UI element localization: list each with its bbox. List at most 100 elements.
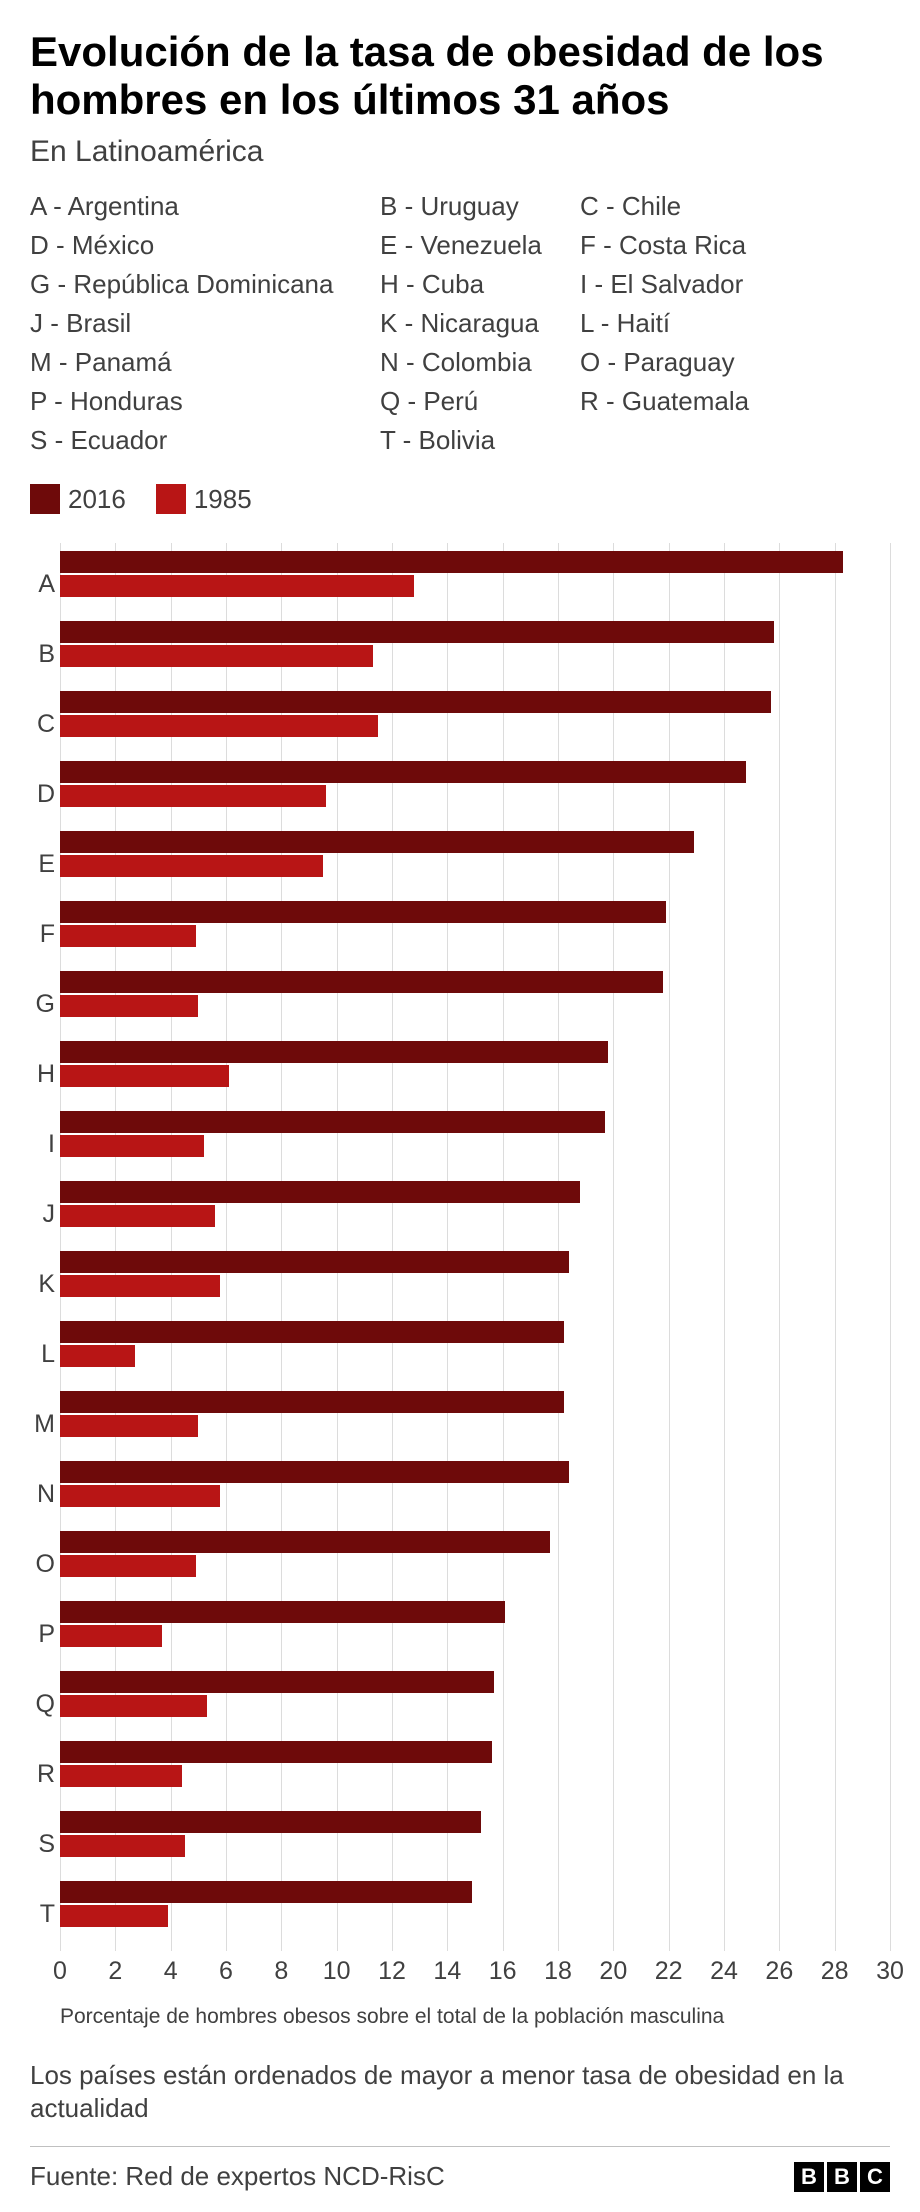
legend-item: M - Panamá — [30, 347, 380, 378]
category-group: L — [60, 1321, 890, 1369]
category-label: O — [30, 1550, 55, 1579]
legend-item: Q - Perú — [380, 386, 580, 417]
category-group: P — [60, 1601, 890, 1649]
bar — [60, 1275, 220, 1297]
category-group: M — [60, 1391, 890, 1439]
legend-item: R - Guatemala — [580, 386, 800, 417]
category-group: H — [60, 1041, 890, 1089]
bbc-logo-b1: B — [794, 2162, 824, 2192]
bar — [60, 1531, 550, 1553]
x-tick: 24 — [710, 1957, 738, 1986]
legend-item: G - República Dominicana — [30, 269, 380, 300]
bar — [60, 1415, 198, 1437]
category-label: A — [30, 570, 55, 599]
bar — [60, 1625, 162, 1647]
category-group: C — [60, 691, 890, 739]
bar — [60, 575, 414, 597]
x-tick: 6 — [219, 1957, 233, 1986]
bar — [60, 1695, 207, 1717]
bar — [60, 1461, 569, 1483]
bar-chart: ABCDEFGHIJKLMNOPQRST 0246810121416182022… — [30, 543, 890, 2029]
bar — [60, 1251, 569, 1273]
x-tick: 12 — [378, 1957, 406, 1986]
bar — [60, 1811, 481, 1833]
x-tick: 16 — [489, 1957, 517, 1986]
bar — [60, 995, 198, 1017]
legend-item: B - Uruguay — [380, 191, 580, 222]
legend-item: O - Paraguay — [580, 347, 800, 378]
series-legend-item: 2016 — [30, 484, 126, 515]
x-tick: 18 — [544, 1957, 572, 1986]
category-group: E — [60, 831, 890, 879]
x-tick: 0 — [53, 1957, 67, 1986]
category-label: B — [30, 640, 55, 669]
bar — [60, 855, 323, 877]
category-label: R — [30, 1760, 55, 1789]
bar — [60, 1601, 505, 1623]
chart-subtitle: En Latinoamérica — [30, 135, 890, 169]
x-tick: 14 — [433, 1957, 461, 1986]
category-label: C — [30, 710, 55, 739]
gridline — [890, 543, 891, 1951]
bar — [60, 1485, 220, 1507]
legend-item: A - Argentina — [30, 191, 380, 222]
chart-note: Los países están ordenados de mayor a me… — [30, 2059, 890, 2127]
x-tick: 20 — [599, 1957, 627, 1986]
category-group: B — [60, 621, 890, 669]
category-group: O — [60, 1531, 890, 1579]
legend-item: F - Costa Rica — [580, 230, 800, 261]
bar — [60, 831, 694, 853]
bar — [60, 1671, 494, 1693]
country-legend-grid: A - ArgentinaB - UruguayC - ChileD - Méx… — [30, 191, 890, 456]
category-label: G — [30, 990, 55, 1019]
category-group: N — [60, 1461, 890, 1509]
category-group: R — [60, 1741, 890, 1789]
chart-title: Evolución de la tasa de obesidad de los … — [30, 28, 890, 125]
x-tick: 28 — [821, 1957, 849, 1986]
category-group: I — [60, 1111, 890, 1159]
category-group: D — [60, 761, 890, 809]
bar — [60, 785, 326, 807]
category-label: M — [30, 1410, 55, 1439]
category-label: J — [30, 1200, 55, 1229]
swatch — [156, 484, 186, 514]
legend-item: T - Bolivia — [380, 425, 580, 456]
category-group: A — [60, 551, 890, 599]
category-group: J — [60, 1181, 890, 1229]
category-group: Q — [60, 1671, 890, 1719]
x-tick: 10 — [323, 1957, 351, 1986]
bar — [60, 901, 666, 923]
bbc-logo-b2: B — [827, 2162, 857, 2192]
bar — [60, 1835, 185, 1857]
footer: Fuente: Red de expertos NCD-RisC B B C — [30, 2146, 890, 2192]
x-tick: 8 — [274, 1957, 288, 1986]
category-label: F — [30, 920, 55, 949]
x-tick: 4 — [164, 1957, 178, 1986]
bar — [60, 1741, 492, 1763]
category-label: D — [30, 780, 55, 809]
legend-item: H - Cuba — [380, 269, 580, 300]
x-axis-label: Porcentaje de hombres obesos sobre el to… — [60, 2005, 890, 2029]
category-label: S — [30, 1830, 55, 1859]
x-axis: 024681012141618202224262830 — [60, 1957, 890, 1997]
category-label: I — [30, 1130, 55, 1159]
plot-area: ABCDEFGHIJKLMNOPQRST — [60, 543, 890, 1951]
bar — [60, 621, 774, 643]
category-group: T — [60, 1881, 890, 1929]
x-tick: 2 — [108, 1957, 122, 1986]
category-label: P — [30, 1620, 55, 1649]
category-group: S — [60, 1811, 890, 1859]
category-label: E — [30, 850, 55, 879]
bar — [60, 1205, 215, 1227]
x-tick: 22 — [655, 1957, 683, 1986]
category-label: N — [30, 1480, 55, 1509]
bar — [60, 1321, 564, 1343]
category-group: F — [60, 901, 890, 949]
bar — [60, 1881, 472, 1903]
legend-item: L - Haití — [580, 308, 800, 339]
legend-item: P - Honduras — [30, 386, 380, 417]
bar — [60, 1065, 229, 1087]
category-group: K — [60, 1251, 890, 1299]
bar — [60, 1041, 608, 1063]
legend-item: J - Brasil — [30, 308, 380, 339]
